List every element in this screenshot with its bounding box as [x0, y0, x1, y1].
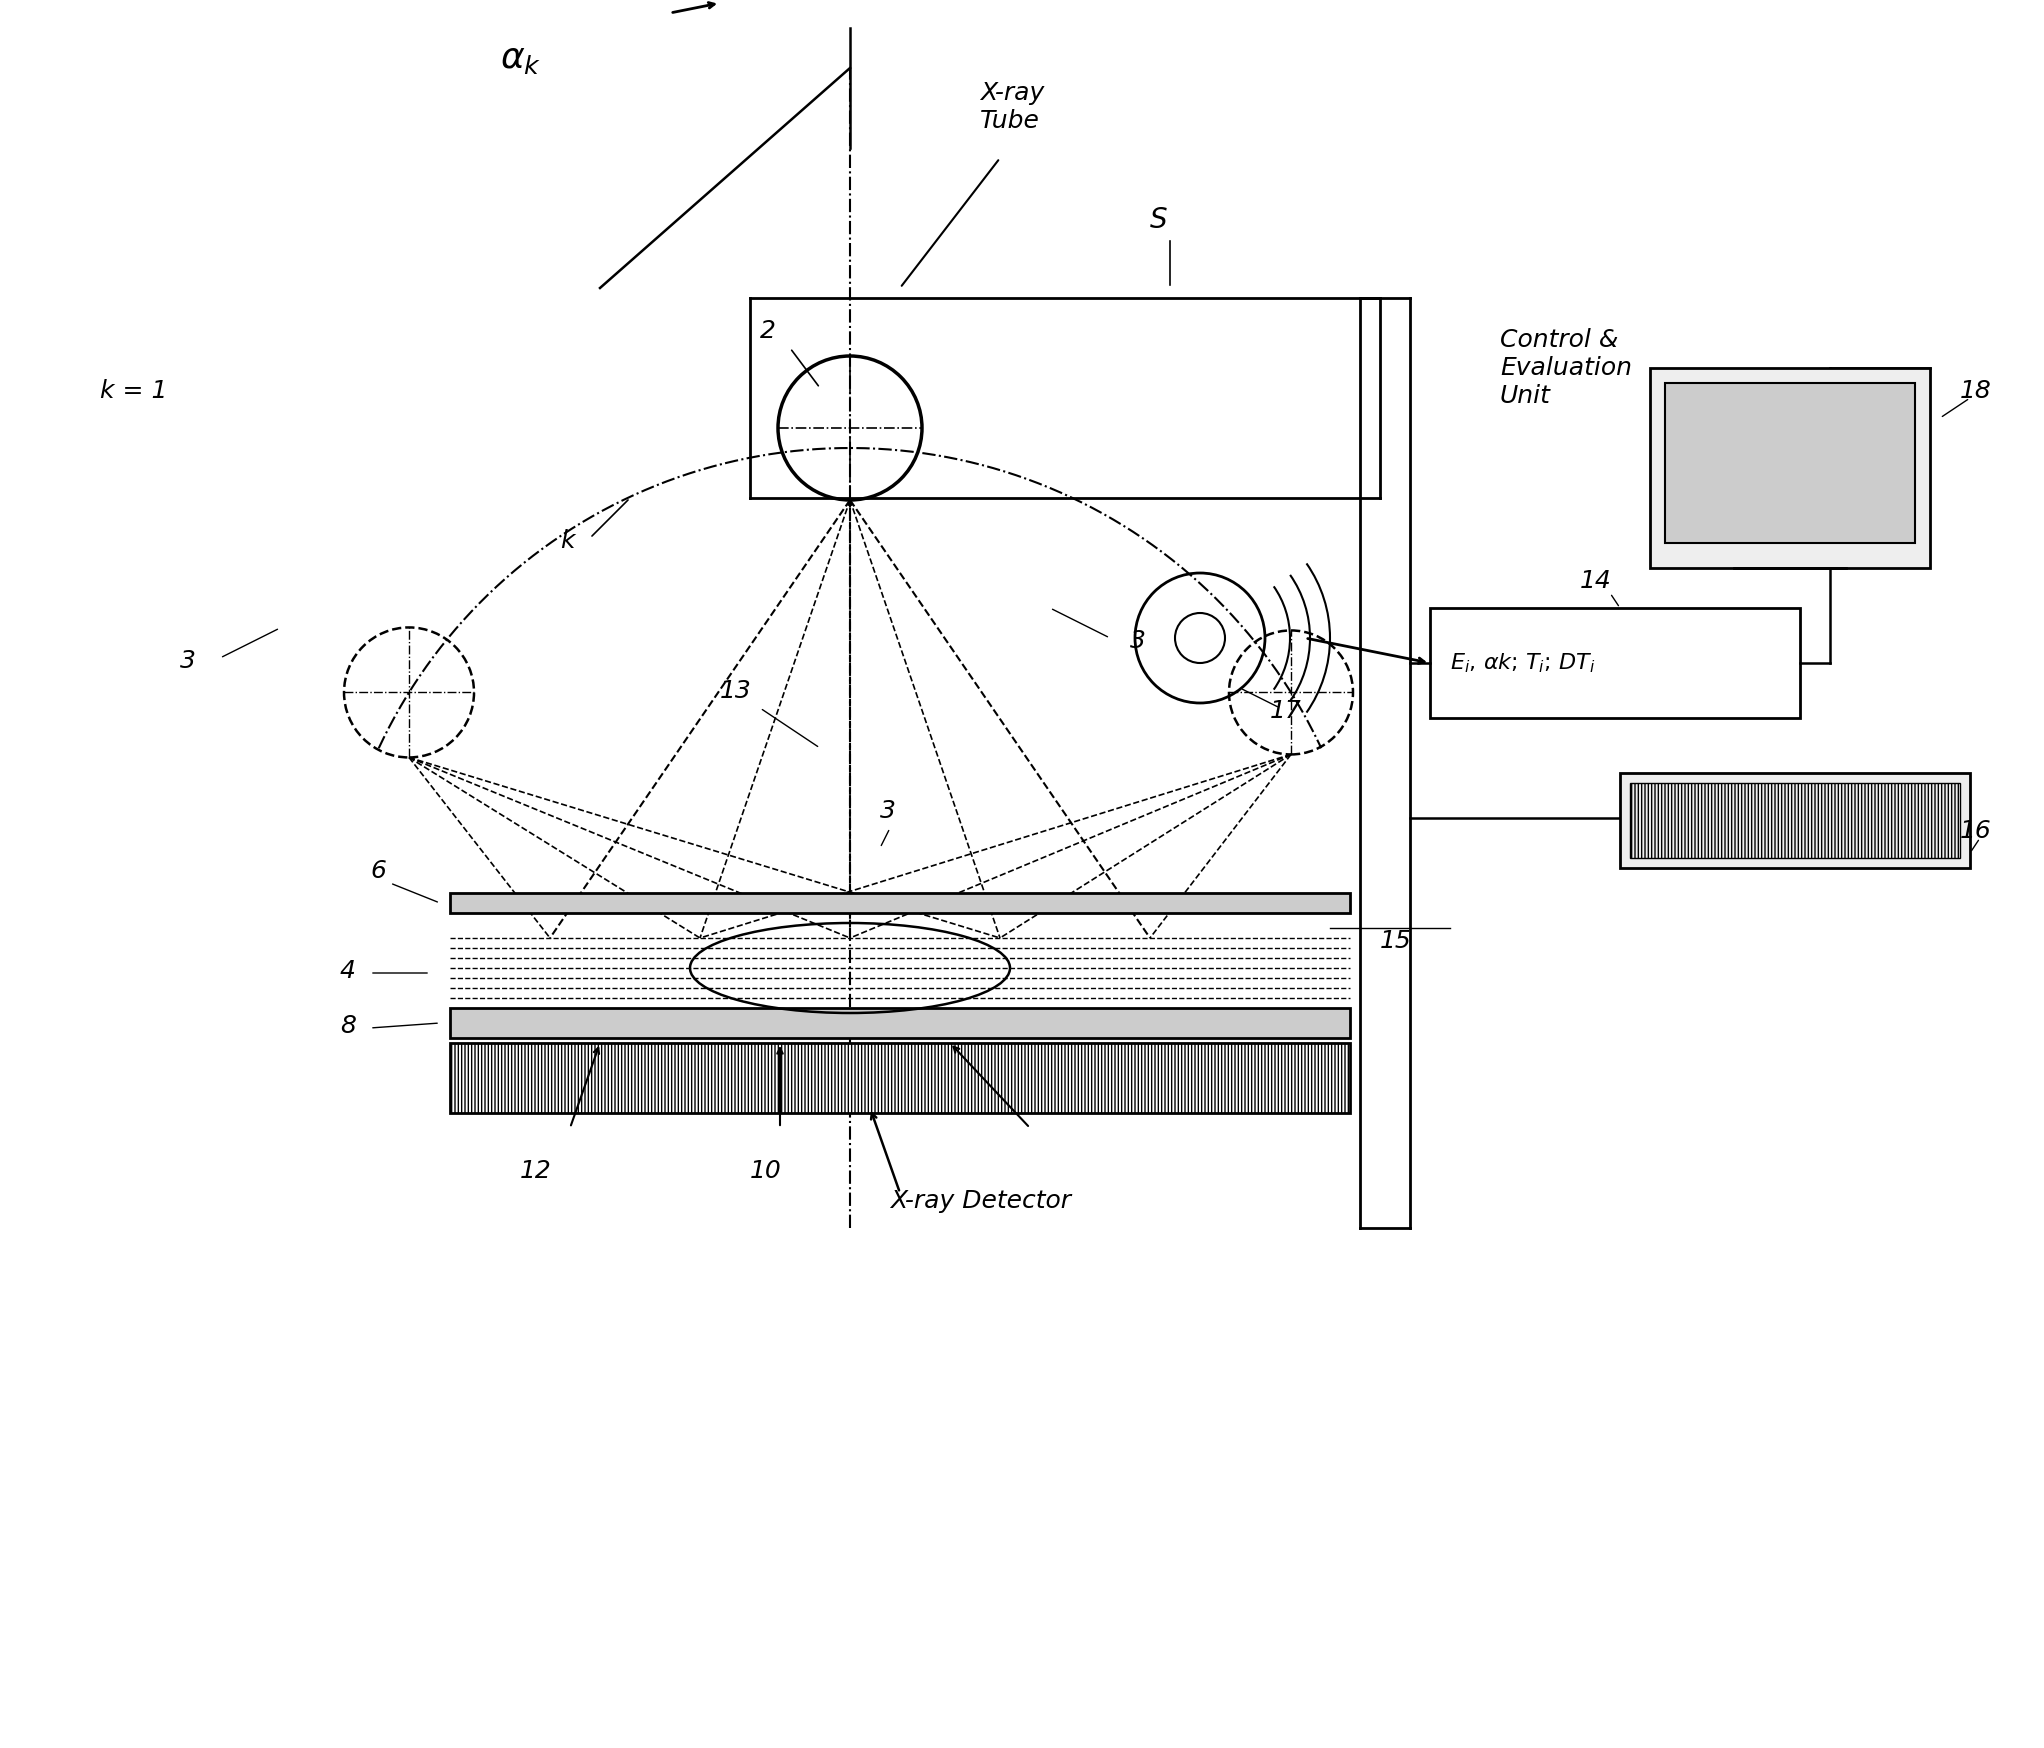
Text: 17: 17 — [1269, 699, 1302, 724]
Bar — [450, 1044, 1349, 1113]
Text: 3: 3 — [180, 649, 196, 673]
Text: 18: 18 — [1960, 379, 1991, 404]
Bar — [1629, 783, 1960, 858]
Text: X-ray
Tube: X-ray Tube — [979, 80, 1044, 133]
Bar — [1666, 383, 1915, 544]
Text: 12: 12 — [519, 1159, 552, 1183]
Bar — [1650, 369, 1930, 568]
Text: 16: 16 — [1960, 820, 1991, 843]
Bar — [450, 1009, 1349, 1038]
Bar — [450, 893, 1349, 912]
Text: 8: 8 — [339, 1014, 356, 1038]
Text: k = 1: k = 1 — [100, 379, 168, 404]
Text: 15: 15 — [1380, 928, 1412, 953]
Text: 3: 3 — [1130, 629, 1147, 654]
Text: 14: 14 — [1580, 570, 1613, 593]
Text: k: k — [560, 530, 574, 552]
Text: 13: 13 — [719, 678, 752, 703]
Text: $E_i$, $\alpha k$; $T_i$; $DT_i$: $E_i$, $\alpha k$; $T_i$; $DT_i$ — [1449, 652, 1594, 675]
Text: X-ray Detector: X-ray Detector — [889, 1189, 1071, 1213]
Text: Control &
Evaluation
Unit: Control & Evaluation Unit — [1500, 329, 1631, 407]
Text: 10: 10 — [750, 1159, 781, 1183]
Bar — [1431, 608, 1801, 718]
Bar — [1621, 773, 1970, 869]
Text: 2: 2 — [760, 318, 777, 343]
Text: S: S — [1151, 206, 1167, 234]
Text: 6: 6 — [370, 858, 386, 883]
Text: 3: 3 — [881, 799, 895, 823]
Text: 4: 4 — [339, 960, 356, 982]
Text: $\alpha_k$: $\alpha_k$ — [501, 42, 542, 75]
